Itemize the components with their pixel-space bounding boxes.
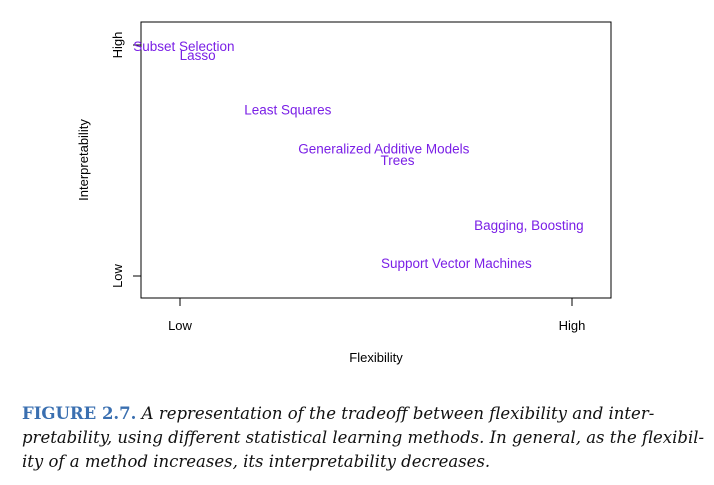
method-label-trees: Trees [381, 153, 415, 168]
y-axis: High Low Interpretability [76, 32, 141, 288]
caption-line-2: pretability, using different statistical… [22, 428, 705, 447]
x-axis: Low High Flexibility [168, 298, 585, 365]
method-label-subset-selection: Subset Selection [133, 39, 234, 54]
y-axis-label: Interpretability [76, 119, 91, 201]
y-tick-label-low: Low [110, 263, 125, 287]
y-tick-label-high: High [110, 32, 125, 59]
x-tick-label-low: Low [168, 318, 192, 333]
caption-text-1: A representation of the tradeoff between… [141, 404, 655, 423]
caption-label: FIGURE 2.7. [22, 404, 137, 423]
interpretability-flexibility-chart: Low High Flexibility High Low Interpreta… [76, 21, 612, 365]
x-axis-label: Flexibility [349, 350, 403, 365]
method-label-lasso: Lasso [180, 48, 216, 63]
x-tick-label-high: High [559, 318, 586, 333]
caption-line-3: ity of a method increases, its interpret… [22, 452, 491, 471]
caption-line-1: FIGURE 2.7. A representation of the trad… [22, 402, 698, 426]
method-label-support-vector-machines: Support Vector Machines [381, 256, 532, 271]
method-label-least-squares: Least Squares [244, 102, 331, 117]
method-label-generalized-additive-models: Generalized Additive Models [298, 142, 469, 157]
plot-frame [140, 21, 612, 299]
figure-caption: FIGURE 2.7. A representation of the trad… [22, 402, 705, 474]
method-label-bagging-boosting: Bagging, Boosting [474, 218, 584, 233]
